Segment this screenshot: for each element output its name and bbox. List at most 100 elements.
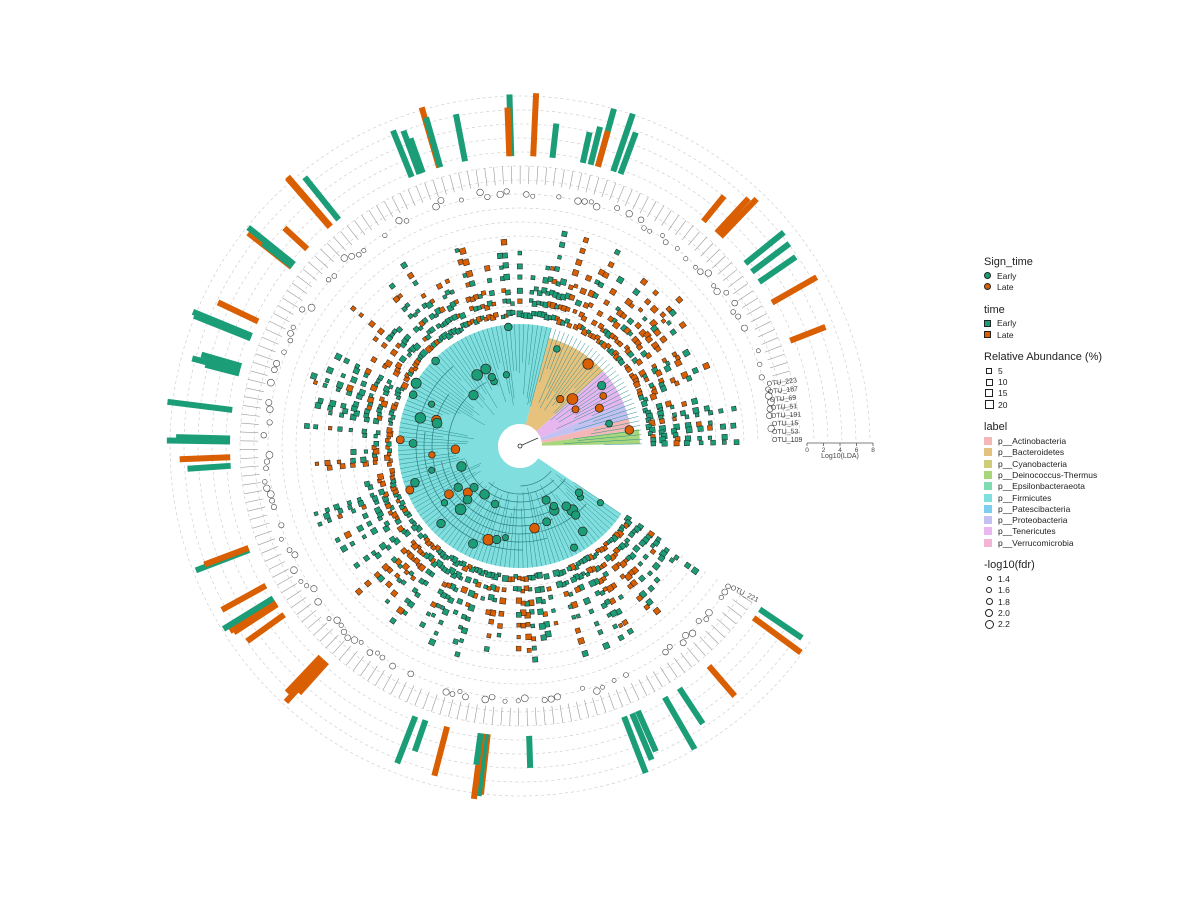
branch <box>452 493 489 548</box>
branch <box>558 381 625 423</box>
label-tick <box>399 192 408 210</box>
branch <box>449 346 481 390</box>
label-tick <box>667 662 678 678</box>
abundance-square <box>665 305 673 313</box>
abundance-square <box>372 335 379 343</box>
label-tick <box>272 568 289 578</box>
label-tick <box>639 196 649 214</box>
lda-bar <box>187 462 231 472</box>
label-tick <box>406 685 415 703</box>
abundance-square <box>532 656 539 663</box>
abundance-square <box>697 425 704 432</box>
fdr-circle <box>593 203 601 211</box>
branch-arc <box>431 393 587 535</box>
abundance-square <box>568 293 576 301</box>
fdr-circle <box>554 693 561 701</box>
abundance-square <box>510 310 516 316</box>
abundance-square <box>669 404 675 410</box>
legend-item: p__Actinobacteria <box>984 435 1189 446</box>
fdr-circle <box>344 634 351 641</box>
abundance-square <box>414 591 421 599</box>
label-tick <box>252 522 270 529</box>
legend-item: Late <box>984 281 1189 292</box>
abundance-square <box>488 290 496 297</box>
biomarker-node <box>570 543 578 552</box>
abundance-square <box>458 638 465 644</box>
fdr-circle <box>481 695 489 704</box>
phylum-swatch <box>984 527 992 536</box>
label-tick <box>484 168 488 187</box>
grid-ring <box>211 137 829 755</box>
tip-label: OTU_223 <box>766 377 797 388</box>
lda-bar <box>676 686 706 726</box>
label-tick <box>244 490 262 495</box>
abundance-square <box>651 561 661 571</box>
abundance-square <box>388 535 397 543</box>
branch <box>438 354 462 381</box>
abundance-square <box>361 512 369 520</box>
branch <box>465 336 493 390</box>
abundance-square <box>603 553 613 562</box>
label-tick <box>653 671 663 688</box>
abundance-square <box>444 278 451 285</box>
abundance-square <box>637 307 644 313</box>
legend-time: time Early Late <box>984 304 1189 341</box>
abundance-square <box>452 638 460 645</box>
label-tick <box>632 193 641 210</box>
branch <box>531 532 538 567</box>
abundance-square <box>325 366 335 375</box>
label-tick <box>661 210 672 226</box>
label-tick <box>261 546 279 554</box>
legend-label: p__Patescibacteria <box>998 503 1071 514</box>
legend-label: p__Deinococcus-Thermus <box>998 469 1098 480</box>
abundance-square <box>520 622 527 629</box>
legend-item: p__Cyanobacteria <box>984 458 1189 469</box>
abundance-square <box>324 507 331 513</box>
fdr-circle <box>298 579 304 584</box>
fdr-circle <box>366 649 374 656</box>
label-tick <box>255 353 273 361</box>
branch <box>553 360 608 414</box>
abundance-square <box>653 576 661 584</box>
branch <box>441 351 495 416</box>
abundance-square <box>327 425 333 431</box>
abundance-square <box>433 630 439 636</box>
label-tick <box>536 166 539 185</box>
fdr-circle <box>625 210 633 218</box>
branch <box>522 491 529 568</box>
abundance-square <box>492 312 499 318</box>
branch <box>563 438 642 444</box>
abundance-square <box>691 366 699 375</box>
abundance-square <box>690 397 699 406</box>
label-tick <box>776 387 795 393</box>
label-tick <box>647 201 657 218</box>
label-tick <box>352 656 365 671</box>
label-tick <box>577 172 583 191</box>
label-tick <box>509 707 511 726</box>
abundance-square <box>675 295 684 304</box>
abundance-square <box>339 463 346 470</box>
square-size-icon <box>985 378 993 386</box>
abundance-square <box>369 526 379 536</box>
abundance-square <box>418 577 426 585</box>
abundance-square <box>601 271 610 279</box>
label-tick <box>781 431 800 434</box>
fdr-circle <box>350 636 359 644</box>
fdr-circle <box>299 306 306 313</box>
fdr-circle <box>403 218 410 224</box>
abundance-square <box>460 585 469 594</box>
abundance-square <box>377 488 386 496</box>
abundance-square <box>499 597 507 605</box>
label-tick <box>600 695 607 713</box>
legend-item: p__Bacteroidetes <box>984 447 1189 458</box>
fdr-circle <box>718 594 724 601</box>
branch <box>491 327 501 364</box>
abundance-square <box>575 258 583 267</box>
lda-bar <box>473 732 484 765</box>
abundance-square <box>324 377 330 384</box>
branch <box>527 325 543 405</box>
abundance-square <box>378 541 388 551</box>
late-swatch <box>984 283 991 291</box>
abundance-square <box>584 274 593 282</box>
legend-item: p__Epsilonbacteraeota <box>984 481 1189 492</box>
